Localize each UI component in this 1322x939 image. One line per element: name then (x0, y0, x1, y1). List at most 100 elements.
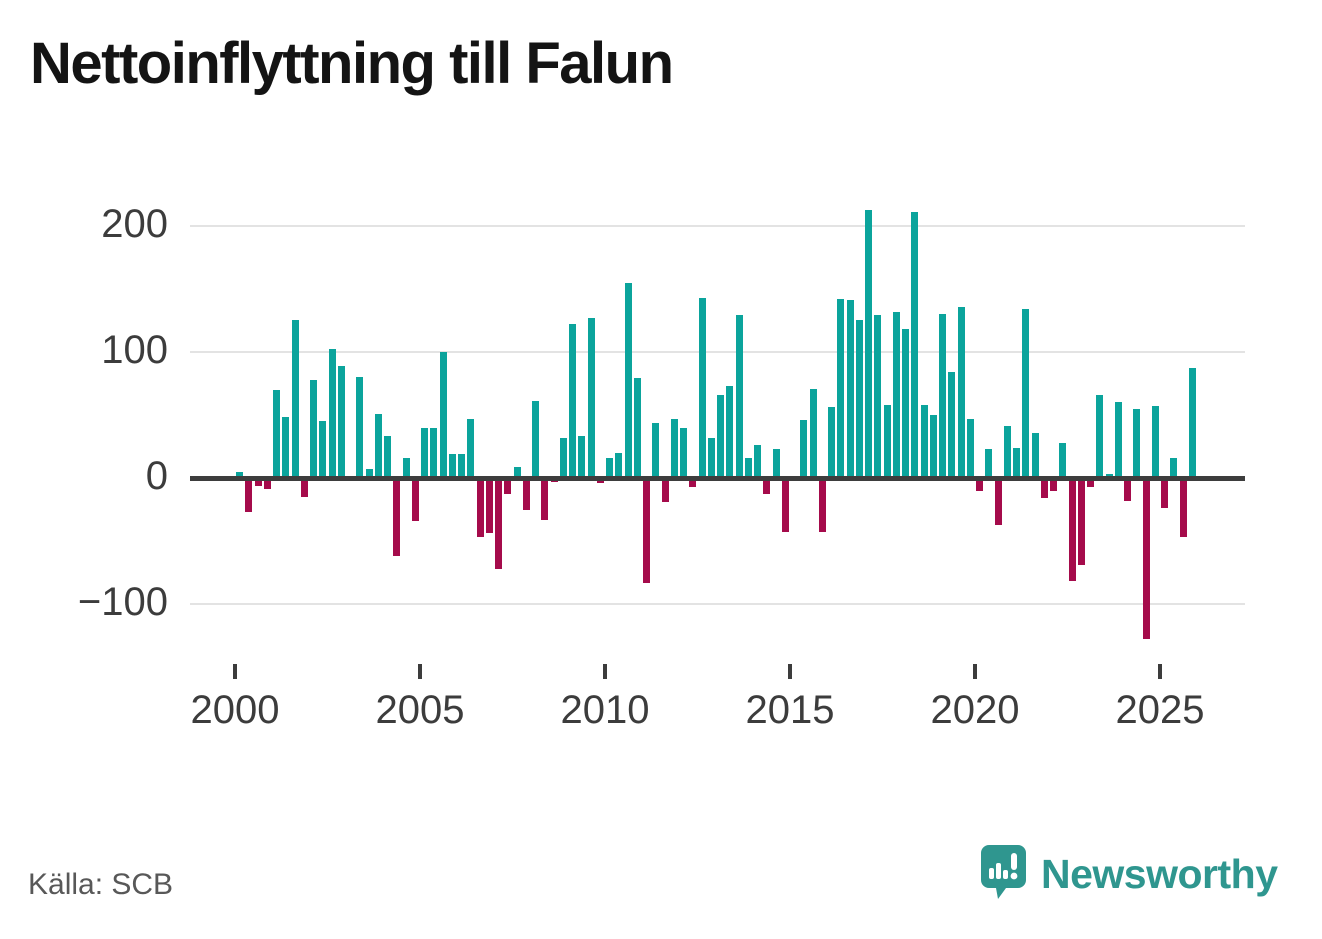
bar-2020-q2 (985, 449, 993, 478)
bar-2004-q1 (384, 436, 391, 478)
bar-2010-q1 (606, 457, 613, 478)
bar-2004-q2 (393, 478, 401, 557)
bar-2010-q3 (624, 282, 632, 478)
x-axis-tick-label: 2000 (190, 688, 280, 732)
bar-2022-q2 (1059, 442, 1067, 478)
bar-2003-q3 (365, 469, 373, 478)
x-axis-tick (603, 664, 607, 679)
bar-2015-q4 (818, 478, 826, 533)
bar-2012-q4 (707, 437, 715, 478)
bar-2020-q3 (994, 478, 1002, 525)
bar-2024-q1 (1124, 478, 1131, 501)
gridline-y100 (190, 350, 1245, 353)
bar-2017-q1 (865, 209, 872, 478)
newsworthy-logo-icon (980, 844, 1027, 905)
bar-2024-q3 (1142, 478, 1150, 640)
y-axis-tick-label: 200 (101, 201, 168, 246)
bar-2005-q3 (439, 351, 447, 478)
bar-2022-q4 (1077, 478, 1085, 565)
bar-2003-q4 (374, 413, 382, 478)
y-axis-tick-label: 0 (145, 454, 168, 498)
bar-2007-q3 (513, 466, 521, 478)
bar-2018-q4 (929, 414, 937, 478)
bar-2005-q1 (421, 427, 428, 478)
bar-2022-q3 (1068, 478, 1076, 582)
bar-2011-q3 (661, 478, 669, 502)
bar-2005-q2 (430, 427, 438, 478)
bar-2021-q2 (1022, 309, 1030, 478)
bar-2004-q3 (402, 457, 410, 478)
x-axis-tick (418, 664, 422, 679)
bar-2025-q3 (1179, 478, 1187, 538)
bar-2022-q1 (1050, 478, 1057, 491)
bar-2001-q3 (291, 320, 299, 478)
bar-2006-q1 (458, 454, 465, 478)
x-axis-tick-label: 2020 (930, 688, 1020, 732)
bar-2006-q4 (485, 478, 493, 534)
bar-2024-q4 (1151, 406, 1159, 478)
bar-2010-q2 (615, 452, 623, 478)
bar-2016-q2 (837, 299, 845, 478)
bar-2013-q1 (717, 394, 724, 478)
bar-2025-q1 (1161, 478, 1168, 509)
bar-2017-q4 (892, 311, 900, 478)
bar-2019-q2 (948, 372, 956, 478)
bar-2012-q3 (698, 297, 706, 478)
bar-2002-q3 (328, 349, 336, 478)
bar-2023-q1 (1087, 478, 1094, 487)
x-axis-tick (788, 664, 792, 679)
bar-2012-q2 (689, 478, 697, 487)
bar-2014-q4 (781, 478, 789, 533)
bar-2017-q2 (874, 315, 882, 478)
x-axis-tick-label: 2005 (375, 688, 465, 732)
bar-2007-q2 (504, 478, 512, 495)
bar-2025-q2 (1170, 457, 1178, 478)
x-axis-tick-label: 2015 (745, 688, 835, 732)
bar-2007-q1 (495, 478, 502, 569)
bar-2000-q3 (254, 478, 262, 486)
bar-2024-q2 (1133, 408, 1141, 478)
bar-2015-q2 (800, 420, 808, 478)
bar-2025-q4 (1188, 368, 1196, 478)
x-axis-tick (233, 664, 237, 679)
bar-2005-q4 (448, 454, 456, 478)
bar-2002-q2 (319, 421, 327, 478)
bar-2009-q2 (578, 436, 586, 478)
bar-2013-q3 (735, 315, 743, 478)
source-note: Källa: SCB (28, 868, 174, 901)
bar-2008-q4 (559, 437, 567, 478)
bar-2016-q1 (828, 407, 835, 478)
bar-2000-q1 (236, 471, 243, 478)
zero-axis-line (190, 476, 1245, 481)
bar-2018-q1 (902, 329, 909, 478)
bar-2018-q2 (911, 212, 919, 478)
bar-2009-q3 (587, 317, 595, 478)
bar-2015-q3 (809, 388, 817, 478)
bar-2011-q1 (643, 478, 650, 583)
bar-2013-q2 (726, 385, 734, 478)
bar-2021-q4 (1040, 478, 1048, 499)
bar-2014-q2 (763, 478, 771, 495)
x-axis-tick (1158, 664, 1162, 679)
bar-2006-q3 (476, 478, 484, 538)
bar-2019-q4 (966, 418, 974, 478)
page-title: Nettoinflyttning till Falun (30, 31, 674, 96)
brand-name: Newsworthy (1041, 851, 1278, 897)
bar-2012-q1 (680, 427, 687, 478)
bar-2019-q1 (939, 314, 946, 478)
bar-2000-q4 (263, 478, 271, 490)
x-axis-tick-label: 2010 (560, 688, 650, 732)
gridline-y-100 (190, 603, 1245, 606)
bar-2000-q2 (245, 478, 253, 513)
bar-2013-q4 (744, 457, 752, 478)
bar-2017-q3 (883, 404, 891, 478)
bar-2010-q4 (633, 378, 641, 478)
bar-2008-q2 (541, 478, 549, 520)
bar-2016-q3 (846, 300, 854, 478)
bar-2023-q2 (1096, 394, 1104, 478)
bar-2001-q1 (273, 389, 280, 478)
bar-2021-q3 (1031, 432, 1039, 478)
bar-2001-q2 (282, 417, 290, 478)
bar-2003-q2 (356, 377, 364, 478)
bar-2016-q4 (855, 320, 863, 478)
